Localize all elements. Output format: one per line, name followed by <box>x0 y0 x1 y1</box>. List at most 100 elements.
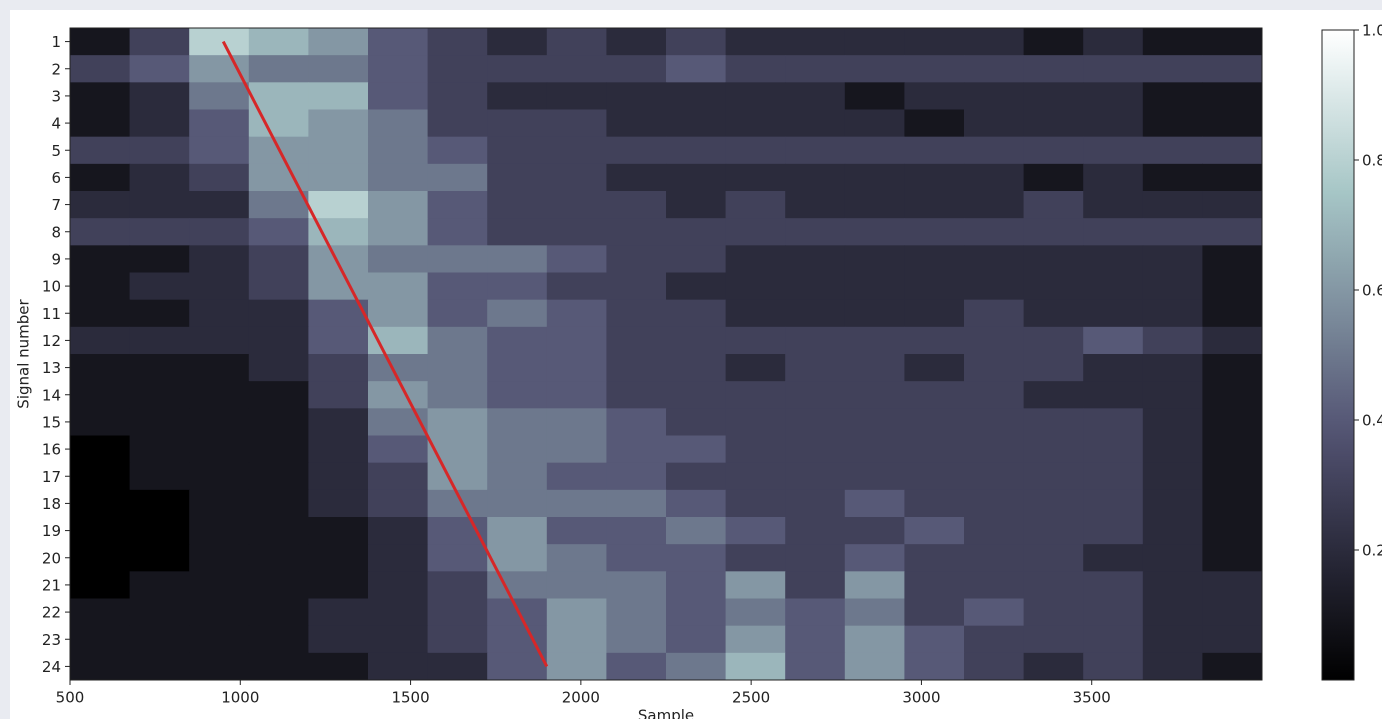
heatmap-cell <box>785 462 846 491</box>
heatmap-cell <box>248 245 309 273</box>
heatmap-cell <box>1023 462 1084 491</box>
heatmap-cell <box>546 82 607 110</box>
heatmap-cell <box>368 408 429 436</box>
heatmap-cell <box>964 136 1025 165</box>
heatmap-cell <box>129 381 190 409</box>
heatmap-cell <box>427 652 488 681</box>
heatmap-cell <box>606 354 667 382</box>
heatmap-cell <box>368 245 429 273</box>
heatmap-cell <box>248 625 309 654</box>
heatmap-cell <box>70 163 131 192</box>
heatmap-cell <box>308 652 369 681</box>
heatmap-cell <box>606 571 667 599</box>
heatmap-cell <box>1142 517 1203 545</box>
heatmap-cell <box>1202 517 1263 545</box>
heatmap-cell <box>189 82 250 110</box>
y-tick-label: 10 <box>42 278 61 296</box>
heatmap-cell <box>725 299 786 328</box>
heatmap-cell <box>70 326 131 355</box>
heatmap-cell <box>1083 109 1144 138</box>
heatmap-cell <box>248 272 309 301</box>
heatmap-cell <box>308 136 369 165</box>
heatmap-cell <box>725 326 786 355</box>
heatmap-cell <box>427 625 488 654</box>
heatmap-cell <box>308 462 369 491</box>
heatmap-cell <box>725 625 786 654</box>
heatmap-cell <box>70 625 131 654</box>
heatmap-cell <box>1083 517 1144 545</box>
heatmap-cell <box>546 625 607 654</box>
heatmap-cell <box>368 544 429 572</box>
heatmap-cell <box>666 598 727 627</box>
heatmap-cell <box>1023 571 1084 599</box>
y-tick-label: 4 <box>51 115 61 133</box>
heatmap-cell <box>1202 571 1263 599</box>
heatmap-cell <box>129 625 190 654</box>
heatmap-cell <box>1083 136 1144 165</box>
heatmap-cell <box>427 28 488 56</box>
heatmap-cell <box>785 109 846 138</box>
heatmap-cell <box>844 136 905 165</box>
heatmap-cell <box>308 245 369 273</box>
heatmap-cell <box>606 598 667 627</box>
heatmap-cell <box>70 136 131 165</box>
heatmap-cell <box>606 489 667 518</box>
heatmap-cell <box>606 299 667 328</box>
heatmap-cell <box>725 489 786 518</box>
heatmap-cell <box>1023 598 1084 627</box>
colorbar <box>1321 29 1355 681</box>
heatmap-cell <box>248 571 309 599</box>
heatmap-cell <box>666 109 727 138</box>
heatmap-cell <box>546 652 607 681</box>
heatmap-cell <box>904 517 965 545</box>
heatmap-cell <box>368 435 429 464</box>
heatmap-cell <box>606 462 667 491</box>
heatmap-cell <box>427 218 488 246</box>
heatmap-cell <box>785 272 846 301</box>
heatmap-cell <box>725 218 786 246</box>
heatmap-cell <box>844 109 905 138</box>
heatmap-cell <box>70 299 131 328</box>
heatmap-cell <box>70 462 131 491</box>
heatmap-cell <box>844 517 905 545</box>
heatmap-cell <box>189 408 250 436</box>
heatmap-cell <box>1023 218 1084 246</box>
heatmap-cell <box>427 245 488 273</box>
y-tick-label: 23 <box>42 631 61 649</box>
heatmap-cell <box>666 408 727 436</box>
heatmap-cell <box>785 489 846 518</box>
x-tick-label: 3500 <box>1073 689 1111 707</box>
heatmap-cell <box>129 28 190 56</box>
heatmap-cell <box>487 571 548 599</box>
heatmap-cell <box>1142 28 1203 56</box>
heatmap-cell <box>368 28 429 56</box>
heatmap-cell <box>606 28 667 56</box>
heatmap-cell <box>725 55 786 83</box>
heatmap-cell <box>844 55 905 83</box>
heatmap-cell <box>487 82 548 110</box>
heatmap-cell <box>904 109 965 138</box>
heatmap-cell <box>248 408 309 436</box>
heatmap-cell <box>904 354 965 382</box>
heatmap-cell <box>70 55 131 83</box>
heatmap-cell <box>1023 109 1084 138</box>
heatmap-cell <box>904 299 965 328</box>
heatmap-cell <box>368 381 429 409</box>
heatmap-cell <box>427 109 488 138</box>
heatmap-cell <box>70 517 131 545</box>
y-tick-label: 16 <box>42 441 61 459</box>
heatmap-cell <box>666 299 727 328</box>
heatmap-cell <box>844 299 905 328</box>
colorbar-tick-label: 0.6 <box>1362 282 1382 300</box>
heatmap-cell <box>725 571 786 599</box>
heatmap-cell <box>844 571 905 599</box>
heatmap-cell <box>546 544 607 572</box>
heatmap-cell <box>308 354 369 382</box>
heatmap-cell <box>308 598 369 627</box>
heatmap-cell <box>1142 544 1203 572</box>
heatmap-cell <box>1202 109 1263 138</box>
heatmap-cell <box>189 272 250 301</box>
heatmap-cell <box>1142 109 1203 138</box>
heatmap-cell <box>785 326 846 355</box>
heatmap-cell <box>546 109 607 138</box>
